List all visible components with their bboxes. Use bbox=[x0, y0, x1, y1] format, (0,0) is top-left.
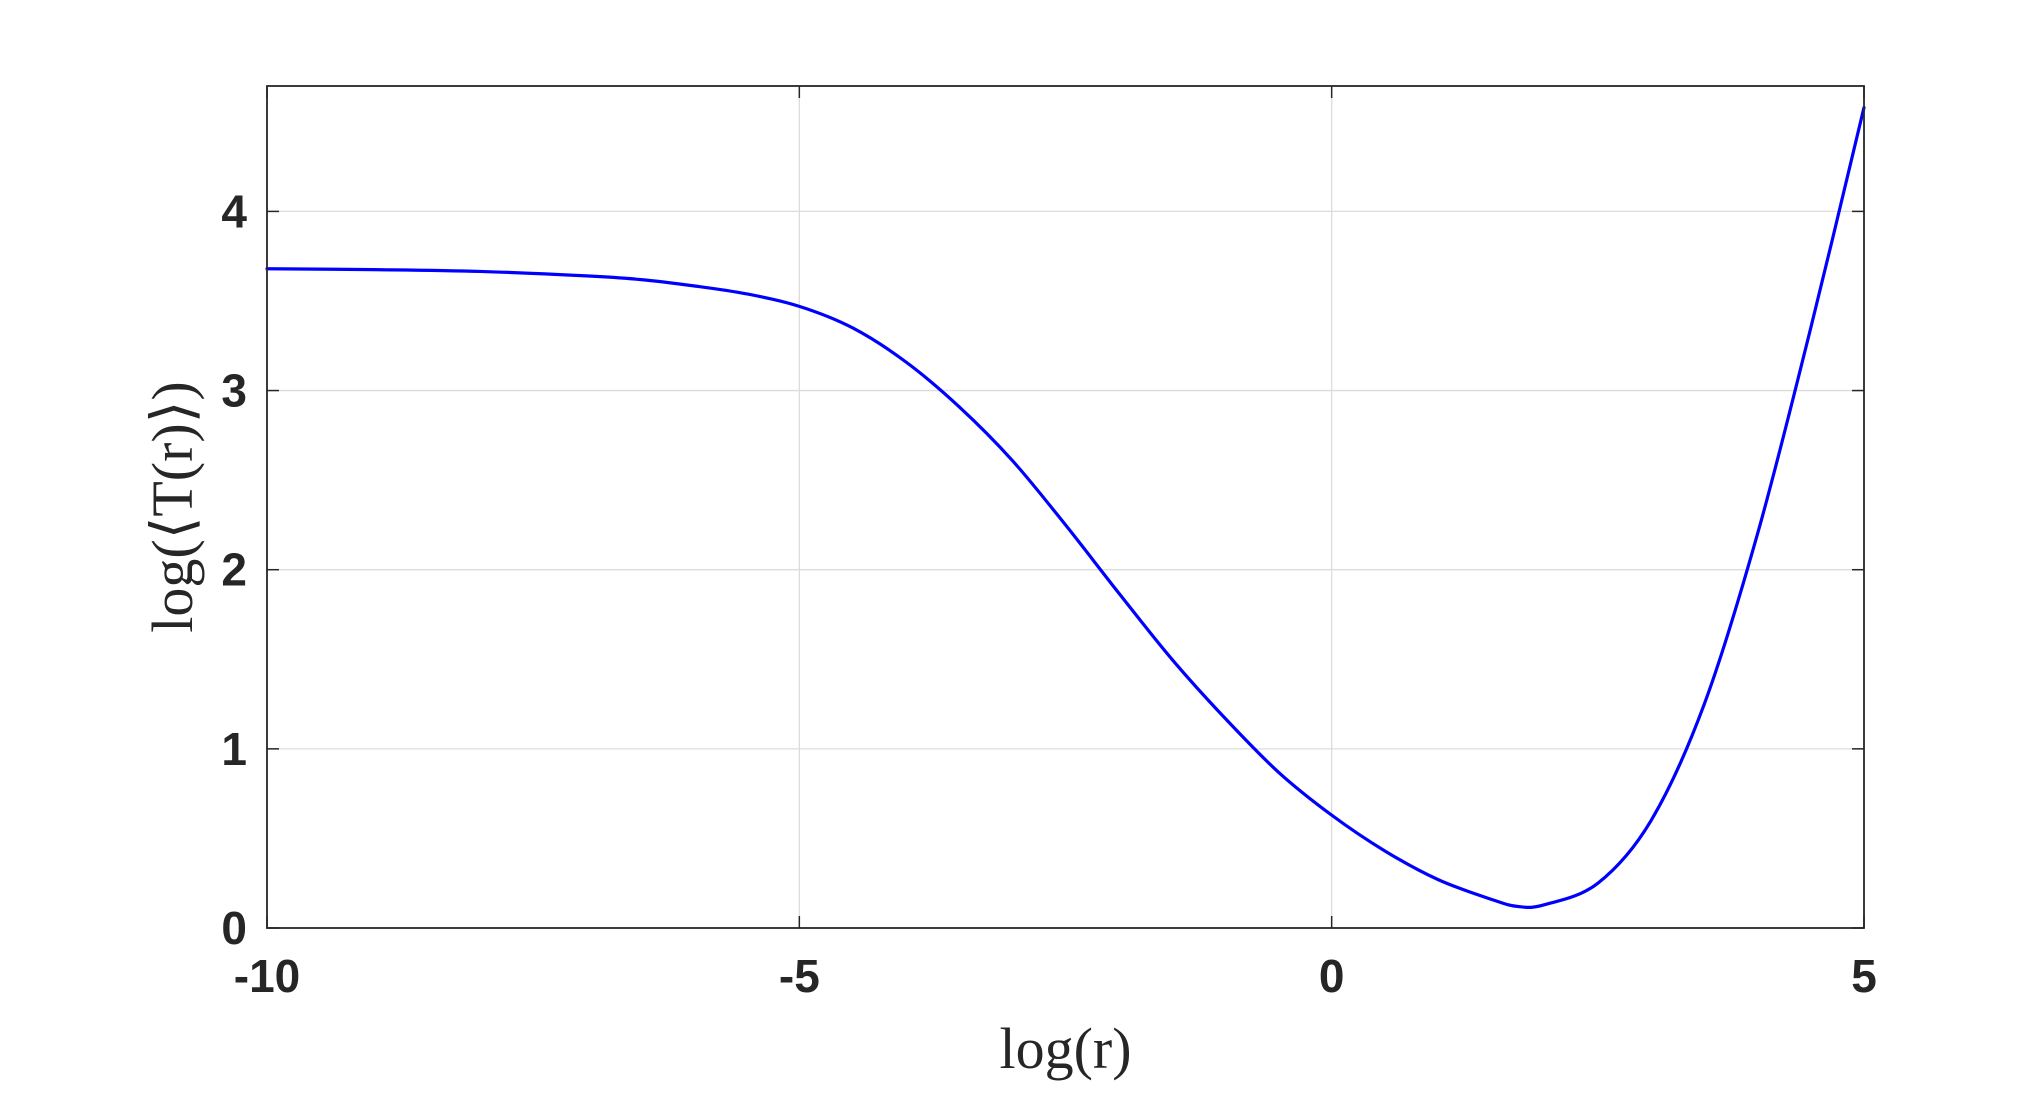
series-layer bbox=[265, 105, 1866, 909]
y-tick-label: 4 bbox=[221, 185, 247, 237]
y-axis-label: log(⟨T(r)⟩) bbox=[140, 381, 205, 632]
y-tick-label: 2 bbox=[221, 544, 247, 596]
y-tick-label: 1 bbox=[221, 723, 247, 775]
y-tick-label: 0 bbox=[221, 902, 247, 954]
x-tick-label: 0 bbox=[1319, 950, 1345, 1002]
axes-box bbox=[266, 85, 1865, 929]
x-tick-label: -5 bbox=[779, 950, 820, 1002]
ticks: -10 -5 0 5 0 1 2 3 4 bbox=[221, 86, 1877, 1002]
grid bbox=[267, 86, 1864, 928]
x-axis-label: log(r) bbox=[999, 1016, 1131, 1081]
y-tick-label: 3 bbox=[221, 365, 247, 417]
x-tick-label: 5 bbox=[1851, 950, 1877, 1002]
series-line bbox=[265, 105, 1866, 909]
x-tick-label: -10 bbox=[234, 950, 300, 1002]
